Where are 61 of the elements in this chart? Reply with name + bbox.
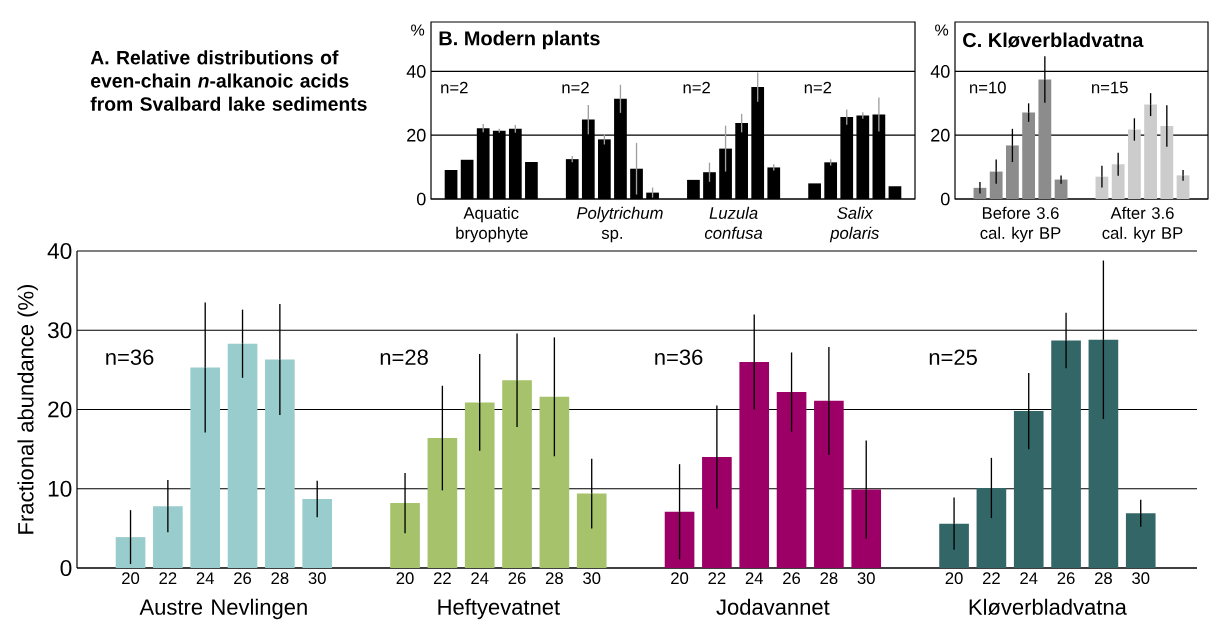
x-tick-label: Salix polaris — [829, 206, 879, 243]
text: 22 — [982, 572, 1000, 584]
annotation: n=36 — [106, 349, 154, 365]
annotation: n=2 — [804, 81, 832, 94]
series-label: 30 — [308, 572, 326, 585]
text: 22 — [708, 572, 726, 584]
annotation: n=2 — [683, 81, 710, 94]
text: 30 — [857, 572, 875, 585]
x-tick-label: Polytrichum sp. — [576, 206, 663, 243]
text: 28 — [545, 572, 563, 585]
y-tick-label: 40 — [406, 65, 426, 78]
text: 20 — [671, 572, 689, 585]
text: 20 — [396, 572, 414, 585]
text: 20 — [945, 572, 963, 585]
x-tick-label: Heftyevatnet — [438, 598, 560, 620]
text: 26 — [783, 572, 801, 585]
x-tick-label: Luzula confusa — [704, 206, 763, 239]
series-label: 24 — [196, 572, 214, 584]
x-tick-label: Jodavannet — [716, 598, 830, 615]
series-label: 28 — [271, 572, 289, 585]
chart-title: A. Relative distributions of even-chain n-alkanoic acids from Svalbard lake sediments — [90, 50, 367, 111]
y-tick-label: 40 — [47, 242, 72, 260]
annotation: n=2 — [441, 81, 468, 94]
annotation: n=28 — [380, 349, 428, 365]
x-tick-label: Before 3.6 cal. kyr BP — [980, 206, 1061, 243]
y-axis-title: % — [411, 24, 425, 36]
x-tick-label: Austre Nevlingen — [139, 598, 307, 620]
annotation: n=10 — [970, 81, 1006, 94]
chart-title: B. Modern plants — [439, 30, 600, 50]
y-tick-label: 30 — [47, 322, 72, 339]
x-tick-label: After 3.6 cal. kyr BP — [1102, 206, 1183, 243]
y-tick-label: 20 — [48, 401, 72, 418]
text: 24 — [1020, 572, 1038, 584]
text: 30 — [583, 572, 601, 585]
series-label: 22 — [159, 572, 177, 584]
series-label: 26 — [234, 572, 252, 585]
text: 30 — [1132, 572, 1150, 585]
text: 24 — [471, 572, 489, 584]
x-tick-label: Kløverbladvatna — [969, 598, 1127, 616]
series-label: 20 — [122, 572, 140, 585]
y-tick-label: 10 — [48, 480, 72, 497]
y-tick-label: 0 — [60, 559, 72, 577]
y-axis-title: % — [935, 24, 949, 36]
y-tick-label: 40 — [930, 65, 950, 78]
chart-title: C. Kløverbladvatna — [963, 32, 1144, 48]
y-tick-label: 20 — [407, 128, 426, 142]
text: 28 — [1094, 572, 1112, 585]
y-tick-label: 0 — [941, 192, 950, 206]
annotation: n=2 — [562, 81, 589, 94]
y-tick-label: 0 — [416, 192, 426, 206]
text: 24 — [745, 572, 763, 584]
y-axis-title: Fractional abundance (%) — [17, 284, 38, 534]
y-tick-label: 20 — [931, 128, 950, 142]
text: 26 — [1057, 572, 1075, 585]
annotation: n=15 — [1092, 81, 1128, 94]
text: 22 — [433, 572, 451, 584]
x-tick-label: Aquatic bryophyte — [456, 206, 528, 243]
text: 28 — [820, 572, 838, 585]
text: 26 — [508, 572, 526, 585]
annotation: n=36 — [655, 349, 703, 365]
annotation: n=25 — [929, 349, 977, 365]
